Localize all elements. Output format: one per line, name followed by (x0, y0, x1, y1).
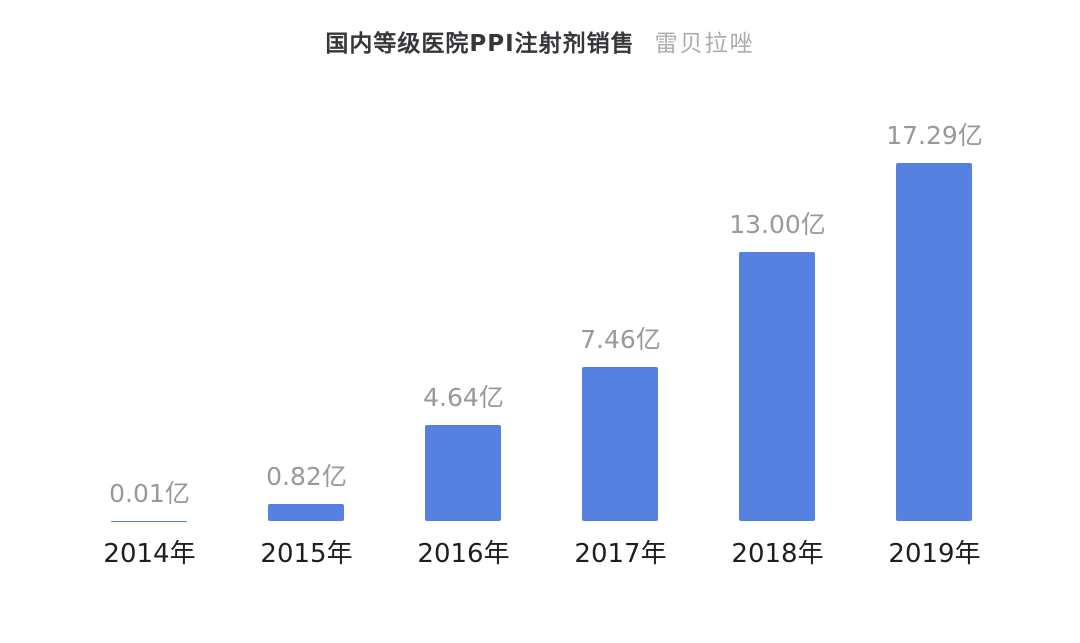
bar-column-2017: 7.46亿 2017年 (542, 100, 699, 570)
bar (896, 163, 973, 521)
category-label: 2014年 (103, 539, 196, 569)
bar (739, 251, 816, 521)
value-label: 0.01亿 (109, 479, 190, 509)
bar (268, 504, 345, 521)
bar-column-2018: 13.00亿 2018年 (699, 100, 856, 570)
category-label: 2017年 (574, 539, 667, 569)
bar-column-2019: 17.29亿 2019年 (856, 100, 1013, 570)
bar-column-2015: 0.82亿 2015年 (228, 100, 385, 570)
value-label: 17.29亿 (886, 121, 983, 151)
chart-header: 国内等级医院PPI注射剂销售 雷贝拉唑 (0, 24, 1080, 58)
category-label: 2016年 (417, 539, 510, 569)
bar (425, 424, 502, 521)
category-label: 2018年 (731, 539, 824, 569)
value-label: 7.46亿 (580, 324, 661, 354)
category-label: 2015年 (260, 539, 353, 569)
chart-title: 国内等级医院PPI注射剂销售 (325, 31, 635, 57)
bar-chart: 0.01亿 2014年 0.82亿 2015年 4.64亿 2016年 7.46… (71, 100, 1013, 570)
value-label: 13.00亿 (729, 210, 826, 240)
bar (582, 366, 659, 521)
value-label: 0.82亿 (266, 462, 347, 492)
value-label: 4.64亿 (423, 383, 504, 413)
category-label: 2019年 (888, 539, 981, 569)
chart-subtitle: 雷贝拉唑 (654, 31, 755, 57)
bar-column-2016: 4.64亿 2016年 (385, 100, 542, 570)
bar-column-2014: 0.01亿 2014年 (71, 100, 228, 570)
